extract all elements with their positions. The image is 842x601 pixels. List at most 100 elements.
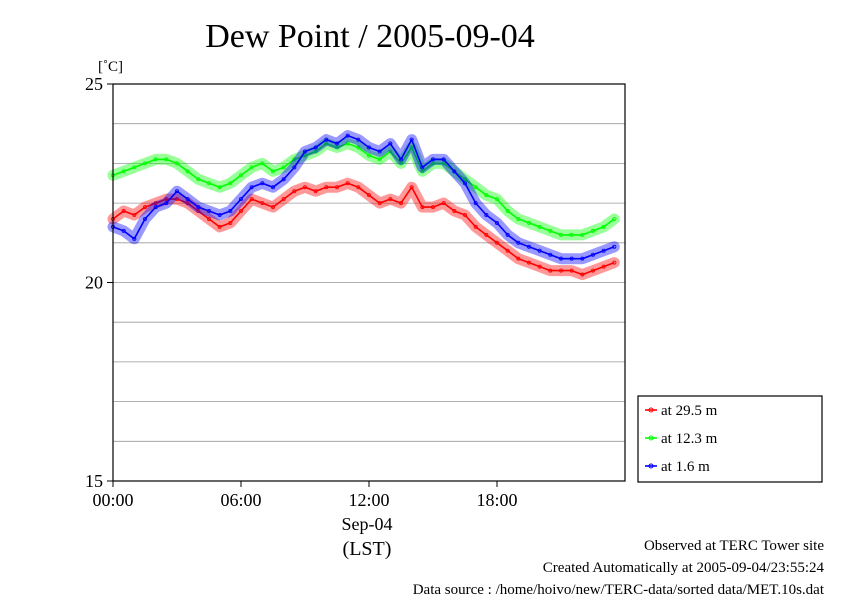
data-point xyxy=(430,157,435,162)
data-point xyxy=(398,161,403,166)
data-point xyxy=(164,201,169,206)
data-point xyxy=(292,189,297,194)
data-point xyxy=(591,252,596,257)
data-point xyxy=(452,169,457,174)
data-point xyxy=(334,185,339,190)
data-point xyxy=(569,256,574,261)
data-point xyxy=(559,256,564,261)
data-point xyxy=(356,145,361,150)
data-point xyxy=(164,197,169,202)
data-point xyxy=(494,220,499,225)
data-point xyxy=(430,161,435,166)
data-point xyxy=(281,197,286,202)
data-point xyxy=(462,213,467,218)
data-point xyxy=(281,165,286,170)
data-point xyxy=(185,169,190,174)
series-layer xyxy=(107,130,620,281)
data-point xyxy=(153,201,158,206)
data-point xyxy=(527,220,532,225)
data-point xyxy=(580,256,585,261)
data-point xyxy=(612,244,617,249)
data-point xyxy=(548,228,553,233)
data-point xyxy=(142,216,147,221)
data-point xyxy=(420,205,425,210)
data-point xyxy=(270,205,275,210)
data-point xyxy=(260,161,265,166)
data-point xyxy=(612,260,617,265)
data-point xyxy=(174,161,179,166)
data-point xyxy=(537,224,542,229)
data-point xyxy=(548,252,553,257)
legend-label: at 12.3 m xyxy=(661,431,718,447)
data-point xyxy=(270,169,275,174)
data-point xyxy=(516,216,521,221)
x-tick-label: 00:00 xyxy=(92,490,133,510)
data-point xyxy=(409,185,414,190)
data-point xyxy=(366,193,371,198)
data-point xyxy=(559,268,564,273)
data-point xyxy=(260,181,265,186)
data-point xyxy=(132,213,137,218)
y-tick-label: 25 xyxy=(85,74,103,94)
data-point xyxy=(185,197,190,202)
data-point xyxy=(559,232,564,237)
data-point xyxy=(377,157,382,162)
footer-site: Observed at TERC Tower site xyxy=(643,538,824,554)
data-point xyxy=(292,157,297,162)
data-point xyxy=(430,205,435,210)
data-point xyxy=(462,181,467,186)
data-point xyxy=(132,165,137,170)
data-point xyxy=(302,153,307,158)
data-point xyxy=(313,149,318,154)
data-point xyxy=(377,201,382,206)
data-point xyxy=(121,228,126,233)
data-point xyxy=(452,209,457,214)
data-point xyxy=(473,185,478,190)
data-point xyxy=(601,264,606,269)
data-point xyxy=(302,149,307,154)
x-axis-date-label: Sep-04 xyxy=(342,514,393,534)
data-point xyxy=(228,220,233,225)
data-point xyxy=(324,137,329,142)
data-point xyxy=(302,185,307,190)
data-point xyxy=(473,224,478,229)
y-axis-ticks: 25 20 15 xyxy=(85,74,113,491)
legend-item: at 29.5 m xyxy=(645,403,718,419)
footer-source: Data source : /home/hoivo/new/TERC-data/… xyxy=(412,582,824,598)
chart-title: Dew Point / 2005-09-04 xyxy=(205,18,535,55)
legend-item: at 1.6 m xyxy=(645,459,710,475)
data-point xyxy=(441,201,446,206)
data-point xyxy=(580,232,585,237)
data-point xyxy=(121,209,126,214)
data-point xyxy=(420,169,425,174)
legend-label: at 29.5 m xyxy=(661,403,718,419)
data-point xyxy=(398,157,403,162)
data-point xyxy=(196,209,201,214)
data-point xyxy=(366,145,371,150)
legend: at 29.5 m at 12.3 m at 1.6 m xyxy=(637,395,823,483)
data-point xyxy=(441,161,446,166)
data-point xyxy=(196,177,201,182)
data-point xyxy=(334,145,339,150)
data-point xyxy=(324,141,329,146)
data-point xyxy=(388,197,393,202)
data-point xyxy=(484,213,489,218)
data-point xyxy=(612,216,617,221)
data-point xyxy=(569,268,574,273)
data-point xyxy=(527,260,532,265)
x-tick-label: 18:00 xyxy=(476,490,517,510)
data-point xyxy=(324,185,329,190)
data-point xyxy=(537,248,542,253)
data-point xyxy=(388,141,393,146)
series-3 xyxy=(107,130,620,265)
data-point xyxy=(142,205,147,210)
data-point xyxy=(345,133,350,138)
legend-item: at 12.3 m xyxy=(645,431,718,447)
data-point xyxy=(527,244,532,249)
data-point xyxy=(345,181,350,186)
data-point xyxy=(484,193,489,198)
data-point xyxy=(249,165,254,170)
data-point xyxy=(206,216,211,221)
data-point xyxy=(516,240,521,245)
y-tick-label: 20 xyxy=(85,273,103,293)
